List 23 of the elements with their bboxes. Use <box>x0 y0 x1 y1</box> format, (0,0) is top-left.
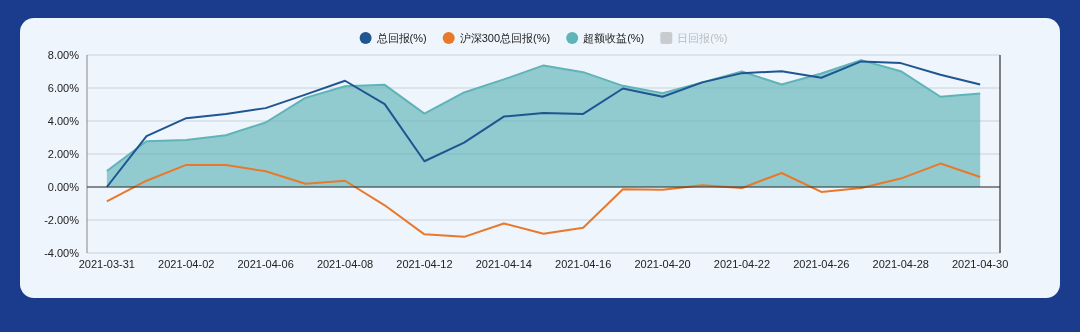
x-tick-label: 2021-04-12 <box>396 258 453 270</box>
legend-label: 超额收益(%) <box>583 32 645 44</box>
x-tick-label: 2021-04-30 <box>952 258 1009 270</box>
legend-label: 沪深300总回报(%) <box>459 32 551 44</box>
x-tick-label: 2021-04-14 <box>475 258 532 270</box>
line-series <box>105 162 982 238</box>
x-tick-label: 2021-04-20 <box>634 258 691 270</box>
y-tick-label: 8.00% <box>47 49 80 61</box>
y-tick-label: 0.00% <box>47 181 80 193</box>
x-tick-label: 2021-04-16 <box>555 258 612 270</box>
x-tick-label: 2021-04-26 <box>793 258 850 270</box>
y-tick-label: -4.00% <box>44 247 80 259</box>
y-tick-label: 4.00% <box>47 115 80 127</box>
x-tick-label: 2021-04-28 <box>872 258 929 270</box>
x-tick-label: 2021-04-06 <box>237 258 294 270</box>
y-tick-label: 2.00% <box>47 148 80 160</box>
x-tick-label: 2021-03-31 <box>78 258 135 270</box>
x-tick-label: 2021-04-08 <box>316 258 374 270</box>
x-tick-label: 2021-04-22 <box>713 258 771 270</box>
y-tick-label: 6.00% <box>47 82 80 94</box>
y-tick-label: -2.00% <box>44 214 80 226</box>
legend-label: 总回报(%) <box>375 32 427 44</box>
x-tick-label: 2021-04-02 <box>158 258 215 270</box>
